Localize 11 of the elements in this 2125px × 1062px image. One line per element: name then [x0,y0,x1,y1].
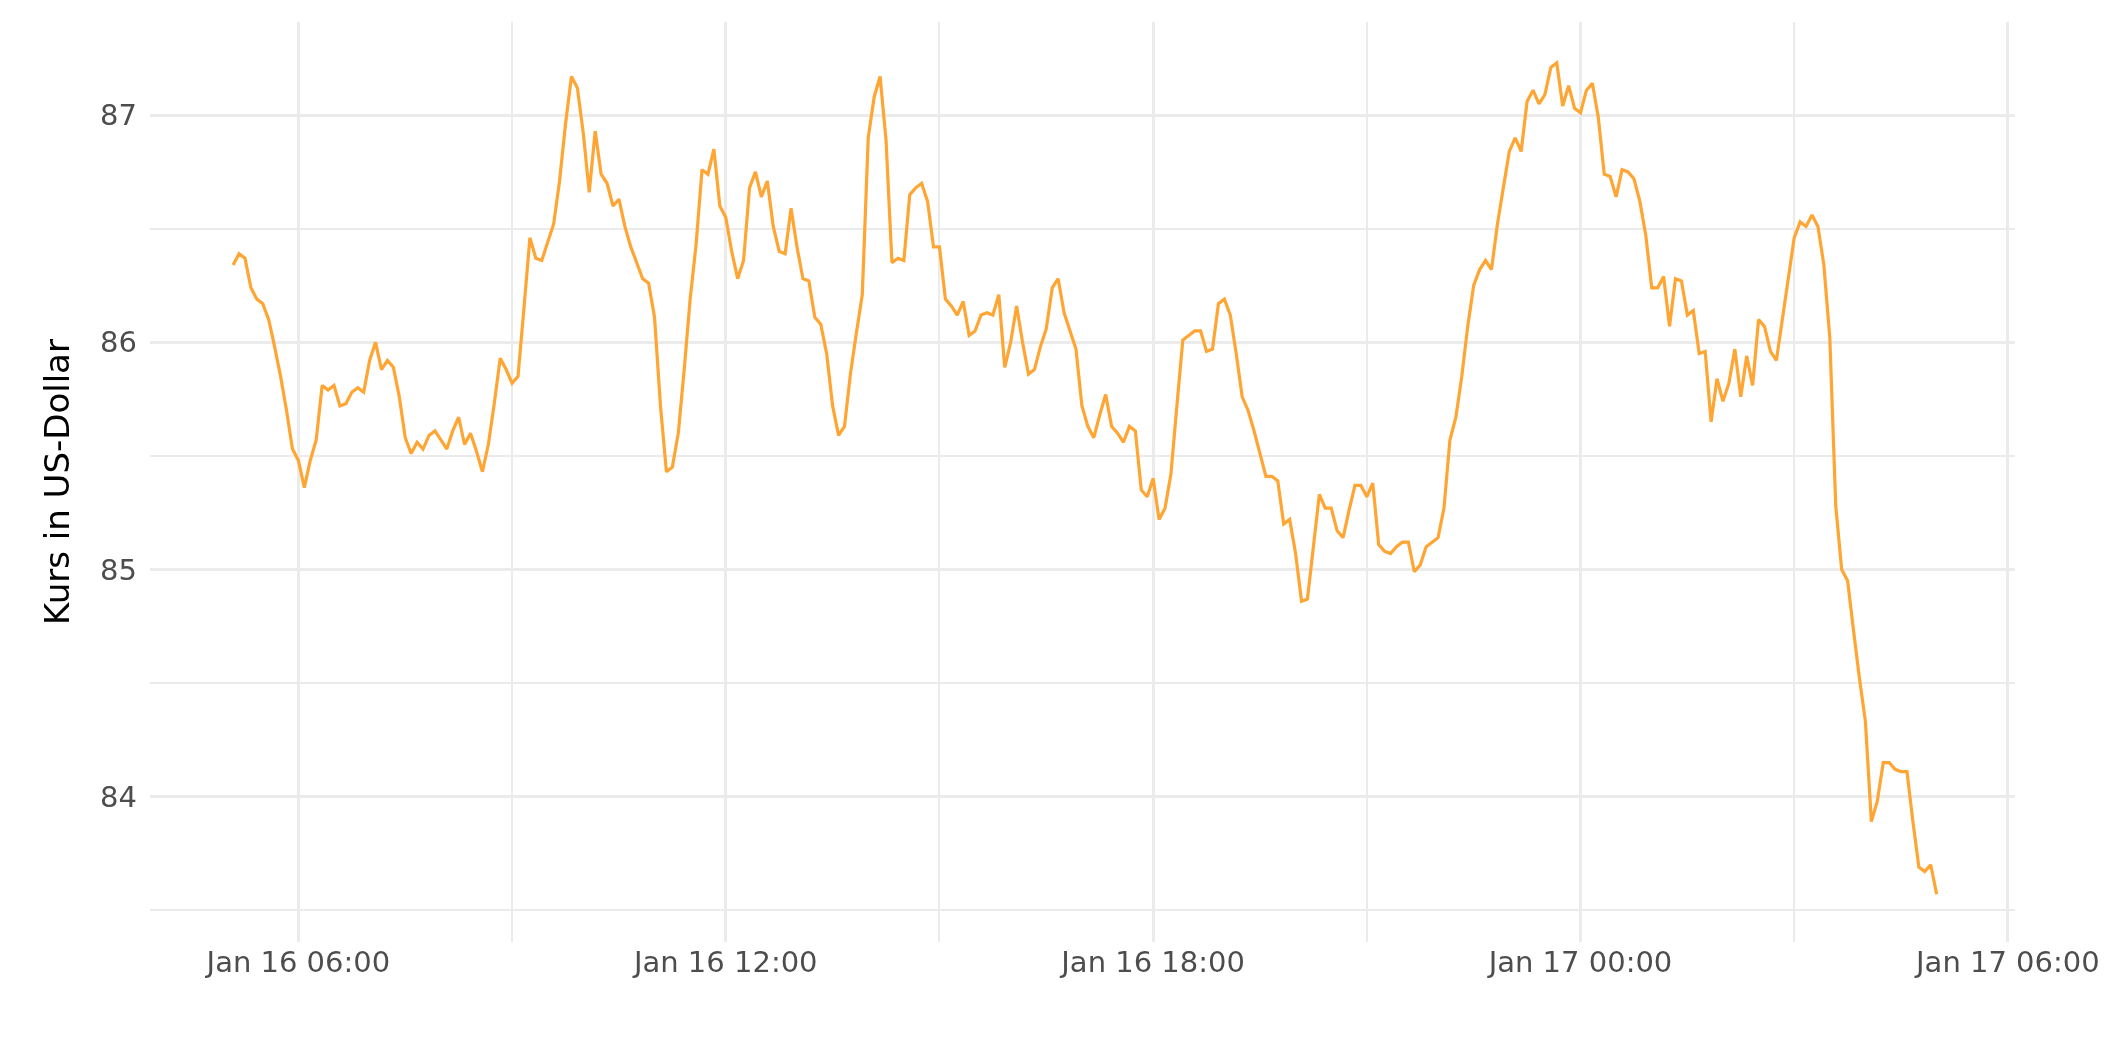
y-tick-label: 85 [100,552,137,587]
x-tick-label: Jan 17 00:00 [1486,945,1673,979]
x-tick-label: Jan 16 06:00 [204,945,391,979]
y-tick-label: 86 [100,325,137,360]
x-tick-label: Jan 16 18:00 [1059,945,1245,979]
y-axis-title: Kurs in US-Dollar [36,339,77,625]
y-tick-label: 87 [100,98,137,133]
x-tick-label: Jan 16 12:00 [631,945,818,979]
line-series [231,61,1939,896]
x-tick-label: Jan 17 06:00 [1914,945,2100,979]
y-tick-label: 84 [100,779,137,814]
